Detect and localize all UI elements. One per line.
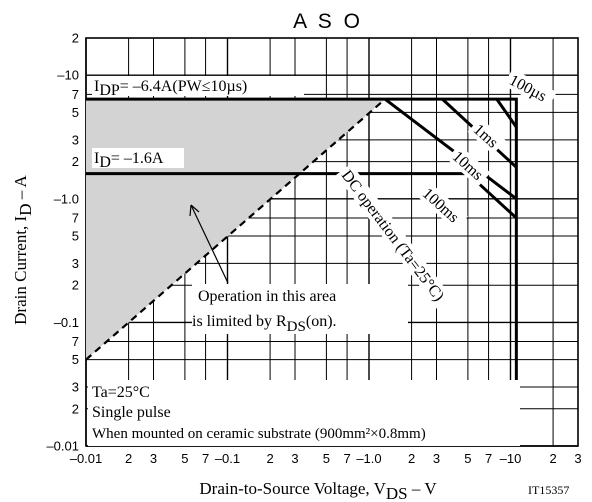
- curve-1ms: [495, 98, 518, 129]
- label-dc-box: [336, 163, 455, 313]
- x-tick-label: –1.0: [356, 451, 381, 466]
- id-sub: D: [99, 154, 111, 171]
- area-note-arrow: [190, 204, 229, 284]
- label-100us-box: [503, 68, 557, 109]
- label-10ms-box: [446, 144, 491, 187]
- grid-layer: [85, 37, 579, 447]
- x-tick-label: 3: [574, 451, 581, 466]
- x-axis-label: Drain-to-Source Voltage, VDS – V: [199, 479, 437, 502]
- x-tick-label: –10: [500, 451, 522, 466]
- area-note-box: [192, 284, 408, 334]
- label-1ms-box: [467, 117, 506, 155]
- area-note-line-2-sub: DS: [287, 319, 306, 335]
- y-tick-label: 7: [72, 334, 79, 349]
- id-symbol: I: [94, 150, 99, 167]
- y-axis-label-unit: – A: [11, 174, 30, 203]
- y-tick-label: 2: [72, 154, 79, 169]
- x-tick-label: 2: [408, 451, 415, 466]
- x-tick-label: –0.1: [215, 451, 240, 466]
- y-tick-label: 3: [72, 380, 79, 395]
- area-note-arrowhead: [189, 204, 200, 217]
- x-axis-label-text: Drain-to-Source Voltage, V: [199, 479, 386, 498]
- id-value: = –1.6A: [111, 150, 164, 167]
- x-tick-label: 3: [291, 451, 298, 466]
- y-tick-label: 5: [72, 352, 79, 367]
- area-note-line-1: Operation in this area: [198, 288, 336, 305]
- idp-sub: DP: [99, 82, 120, 99]
- x-axis-label-unit: – V: [408, 479, 438, 498]
- condition-mount: When mounted on ceramic substrate (900mm…: [92, 426, 426, 442]
- id-label-box: [92, 148, 184, 168]
- x-tick-label: –0.01: [70, 451, 103, 466]
- y-tick-label: 5: [72, 105, 79, 120]
- y-tick-label: 3: [72, 132, 79, 147]
- y-axis-label: Drain Current, ID – A: [11, 174, 35, 324]
- y-axis-label-text: Drain Current, I: [11, 215, 30, 324]
- label-100ms-box: [416, 181, 469, 231]
- x-tick-label: 7: [343, 451, 350, 466]
- label-1ms-group: 1ms: [467, 117, 506, 155]
- figure-id: IT15357: [528, 483, 569, 497]
- y-tick-label: –10: [57, 68, 79, 83]
- y-tick-label: 5: [72, 229, 79, 244]
- area-note-line-2-tail: (on).: [306, 313, 337, 330]
- x-tick-label: 2: [125, 451, 132, 466]
- idp-value: = –6.4A(PW≤10µs): [120, 78, 247, 95]
- curve-100-s: [86, 97, 518, 446]
- x-axis-label-sub: DS: [386, 484, 408, 502]
- y-tick-label: 2: [72, 401, 79, 416]
- curve-100ms: [384, 97, 518, 200]
- x-tick-label: 5: [464, 451, 471, 466]
- y-axis-label-sub: D: [16, 204, 35, 216]
- id-label: ID= –1.6A: [94, 150, 164, 171]
- chart-title: A S O: [293, 10, 363, 33]
- x-tick-label: 2: [549, 451, 556, 466]
- y-tick-label: 3: [72, 256, 79, 271]
- x-tick-label: 2: [266, 451, 273, 466]
- area-note-line-2-text: is limited by R: [192, 313, 287, 330]
- y-tick-label: –1.0: [54, 191, 79, 206]
- idp-label: IDP= –6.4A(PW≤10µs): [94, 78, 247, 99]
- x-tick-label: 7: [202, 451, 209, 466]
- label-100ms-group: 100ms: [416, 181, 469, 231]
- y-tick-label: 7: [72, 210, 79, 225]
- y-tick-label: 2: [72, 31, 79, 46]
- x-tick-label: 5: [181, 451, 188, 466]
- y-tick-label: –0.1: [54, 315, 79, 330]
- x-tick-label: 3: [150, 451, 157, 466]
- y-tick-label: 2: [72, 278, 79, 293]
- y-tick-label: 7: [72, 87, 79, 102]
- conditions-box: [88, 380, 520, 446]
- x-tick-label: 3: [433, 451, 440, 466]
- x-tick-label: 5: [323, 451, 330, 466]
- idp-label-box: [92, 76, 304, 96]
- condition-ta: Ta=25°C: [92, 384, 150, 401]
- rds-limit-line: [85, 98, 386, 361]
- y-tick-label: –0.01: [46, 439, 79, 454]
- svg-text:Drain Current, ID – A: Drain Current, ID – A: [11, 174, 35, 324]
- x-tick-label: 7: [485, 451, 492, 466]
- condition-pulse: Single pulse: [92, 404, 171, 421]
- area-note-line-2: is limited by RDS(on).: [192, 313, 337, 335]
- idp-symbol: I: [94, 78, 99, 95]
